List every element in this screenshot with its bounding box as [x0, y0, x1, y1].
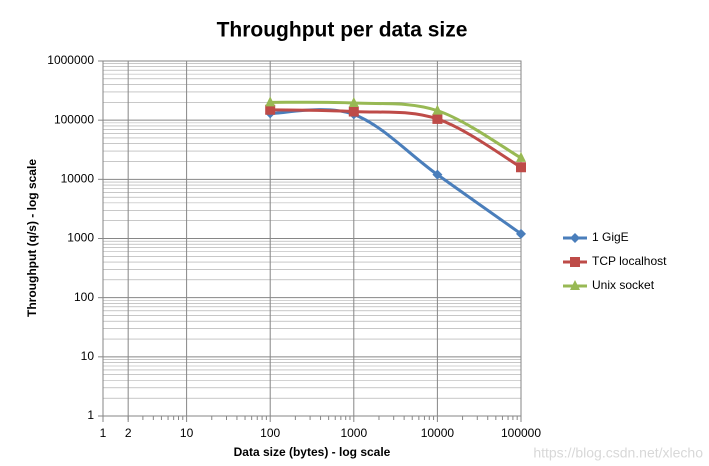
y-tick-label: 1000000 [47, 53, 94, 67]
x-tick-label: 100 [260, 426, 280, 440]
y-tick-label: 100000 [54, 112, 94, 126]
x-tick-label: 10000 [421, 426, 455, 440]
marker [570, 280, 580, 290]
x-tick-label: 1000 [340, 426, 367, 440]
legend-label: 1 GigE [592, 230, 629, 244]
marker [432, 104, 443, 115]
x-axis-title: Data size (bytes) - log scale [234, 445, 391, 459]
marker [265, 96, 276, 107]
y-axis-title: Throughput (q/s) - log scale [25, 159, 39, 317]
legend-label: TCP localhost [592, 254, 667, 268]
legend-label: Unix socket [592, 278, 655, 292]
watermark: https://blog.csdn.net/xlecho [533, 445, 703, 461]
marker [570, 233, 580, 243]
marker [516, 162, 526, 173]
marker [516, 228, 526, 239]
marker [265, 104, 276, 115]
series-line [270, 108, 522, 236]
x-tick-label: 10 [180, 426, 194, 440]
y-tick-label: 1000 [67, 231, 94, 245]
y-tick-label: 10 [81, 349, 95, 363]
series-line [270, 100, 522, 160]
y-tick-label: 10000 [61, 172, 95, 186]
marker [432, 169, 443, 180]
marker [432, 113, 443, 124]
marker [570, 257, 580, 267]
x-tick-label: 100000 [501, 426, 541, 440]
marker [348, 97, 359, 108]
marker [516, 151, 526, 162]
chart-title: Throughput per data size [217, 19, 468, 42]
x-tick-label: 1 [100, 426, 107, 440]
series-line [270, 108, 522, 169]
y-tick-label: 1 [87, 408, 94, 422]
x-tick-label: 2 [125, 426, 132, 440]
y-tick-label: 100 [74, 290, 94, 304]
marker [348, 106, 359, 117]
